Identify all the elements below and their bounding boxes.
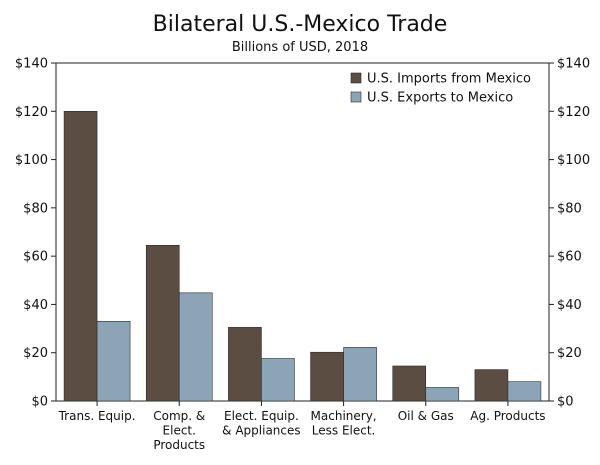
left-tick-label: $80 bbox=[23, 201, 48, 216]
left-tick-label: $120 bbox=[15, 105, 48, 120]
category-label: & Appliances bbox=[222, 424, 300, 438]
right-y-axis: $0 $20 $40 $60 $80 $100 $120 $140 bbox=[549, 57, 590, 410]
bar-exports-to-mexico bbox=[425, 387, 460, 402]
category-label: Ag. Products bbox=[470, 409, 545, 423]
category-label: Machinery, bbox=[311, 409, 377, 423]
bar-exports-to-mexico bbox=[178, 292, 213, 402]
category-label: Trans. Equip. bbox=[58, 409, 136, 423]
plot-area-frame bbox=[55, 62, 550, 402]
category-label: Elect. bbox=[163, 424, 196, 438]
right-tick-label: $0 bbox=[557, 395, 574, 410]
chart-subtitle: Billions of USD, 2018 bbox=[232, 40, 368, 55]
left-tick-label: $140 bbox=[15, 57, 48, 72]
bar-imports-from-mexico bbox=[63, 110, 98, 402]
right-tick-label: $140 bbox=[557, 57, 590, 72]
right-tick-label: $40 bbox=[557, 298, 582, 313]
bar-imports-from-mexico bbox=[474, 369, 509, 402]
bar-imports-from-mexico bbox=[310, 351, 344, 402]
category-label: Comp. & bbox=[153, 409, 205, 423]
left-tick-label: $0 bbox=[31, 395, 48, 410]
x-axis-labels: Trans. Equip. Comp. &Elect.Products Elect.… bbox=[58, 401, 546, 452]
legend-label-exports: U.S. Exports to Mexico bbox=[367, 91, 513, 106]
right-tick-label: $100 bbox=[557, 153, 590, 168]
bar-imports-from-mexico bbox=[392, 365, 427, 402]
bar-imports-from-mexico bbox=[145, 244, 180, 402]
legend: U.S. Imports from Mexico U.S. Exports to … bbox=[350, 72, 531, 106]
left-tick-label: $100 bbox=[15, 153, 48, 168]
left-tick-label: $60 bbox=[23, 250, 48, 265]
right-tick-label: $80 bbox=[557, 201, 582, 216]
chart-title: Bilateral U.S.-Mexico Trade bbox=[153, 12, 448, 37]
category-label: Elect. Equip. bbox=[224, 409, 299, 423]
legend-swatch-imports bbox=[350, 72, 362, 84]
category-label: Less Elect. bbox=[312, 424, 376, 438]
left-tick-label: $40 bbox=[23, 298, 48, 313]
right-tick-label: $60 bbox=[557, 250, 582, 265]
bar-exports-to-mexico bbox=[343, 347, 377, 402]
bar-exports-to-mexico bbox=[507, 381, 542, 402]
legend-label-imports: U.S. Imports from Mexico bbox=[367, 72, 531, 87]
right-tick-label: $120 bbox=[557, 105, 590, 120]
legend-swatch-exports bbox=[350, 91, 362, 103]
category-label: Products bbox=[153, 438, 205, 452]
bar-imports-from-mexico bbox=[228, 327, 262, 402]
category-label: Oil & Gas bbox=[398, 409, 454, 423]
bars-group bbox=[63, 110, 542, 402]
left-tick-label: $20 bbox=[23, 346, 48, 361]
bar-exports-to-mexico bbox=[96, 321, 131, 402]
left-y-axis: $0 $20 $40 $60 $80 $100 $120 $140 bbox=[15, 57, 56, 410]
right-tick-label: $20 bbox=[557, 346, 582, 361]
bar-exports-to-mexico bbox=[261, 358, 295, 402]
